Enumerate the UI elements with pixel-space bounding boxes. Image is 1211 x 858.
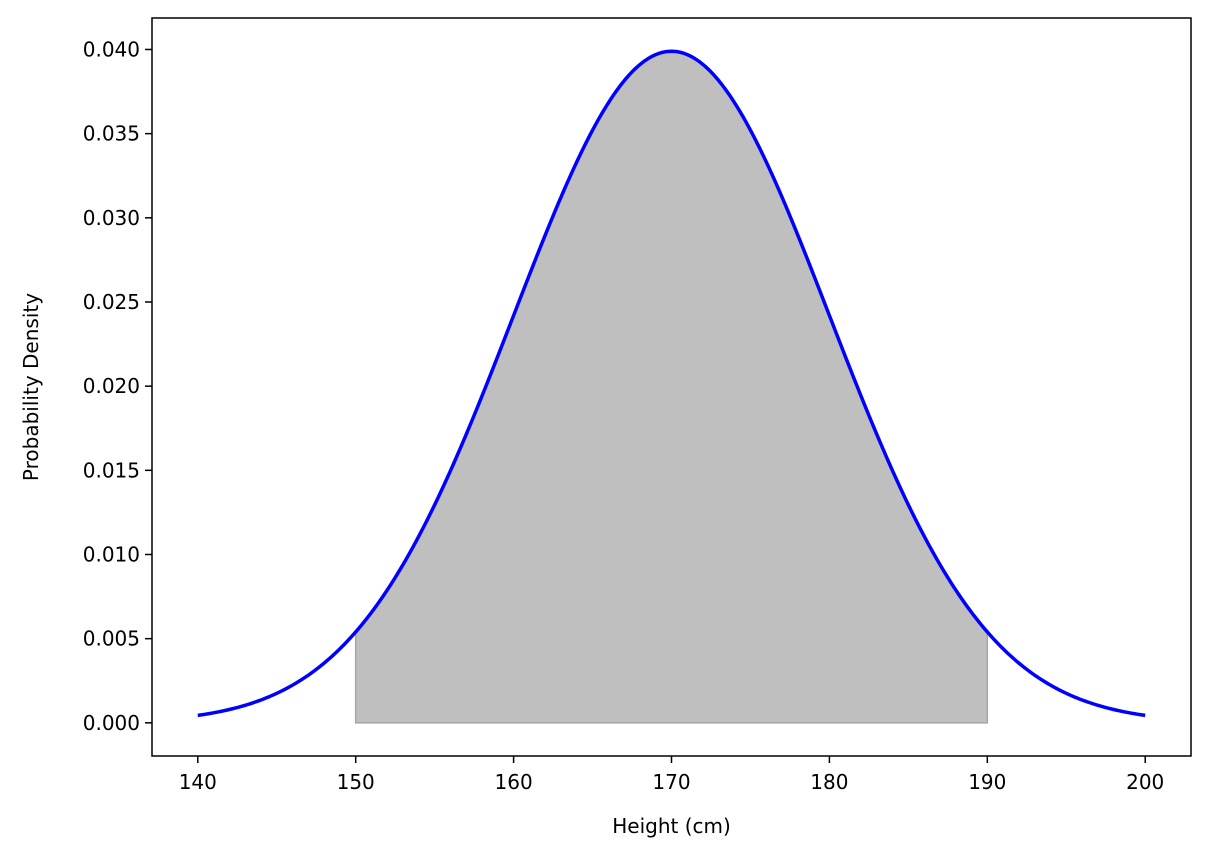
x-tick-label: 140 (179, 770, 217, 794)
y-tick-label: 0.020 (83, 374, 140, 398)
y-tick-label: 0.010 (83, 542, 140, 566)
y-tick-label: 0.040 (83, 37, 140, 61)
pdf-curve (197, 49, 1146, 718)
y-axis-label: Probability Density (19, 293, 43, 481)
y-tick-label: 0.030 (83, 206, 140, 230)
y-tick-label: 0.025 (83, 290, 140, 314)
x-tick-label: 150 (337, 770, 375, 794)
y-axis-ticks: 0.000 0.005 0.010 0.015 0.020 0.025 0.030 0.035… (83, 37, 152, 735)
x-axis-ticks: 140 150 160 170 180 190 200 (179, 756, 1164, 794)
x-axis-label: Height (cm) (612, 814, 731, 838)
y-tick-label: 0.035 (83, 122, 140, 146)
y-tick-label: 0.000 (83, 711, 140, 735)
x-tick-label: 190 (968, 770, 1006, 794)
y-tick-label: 0.015 (83, 458, 140, 482)
curve-layer (197, 49, 1146, 718)
x-tick-label: 160 (495, 770, 533, 794)
x-tick-label: 170 (652, 770, 690, 794)
x-tick-label: 180 (810, 770, 848, 794)
x-tick-label: 200 (1126, 770, 1164, 794)
y-tick-label: 0.005 (83, 627, 140, 651)
